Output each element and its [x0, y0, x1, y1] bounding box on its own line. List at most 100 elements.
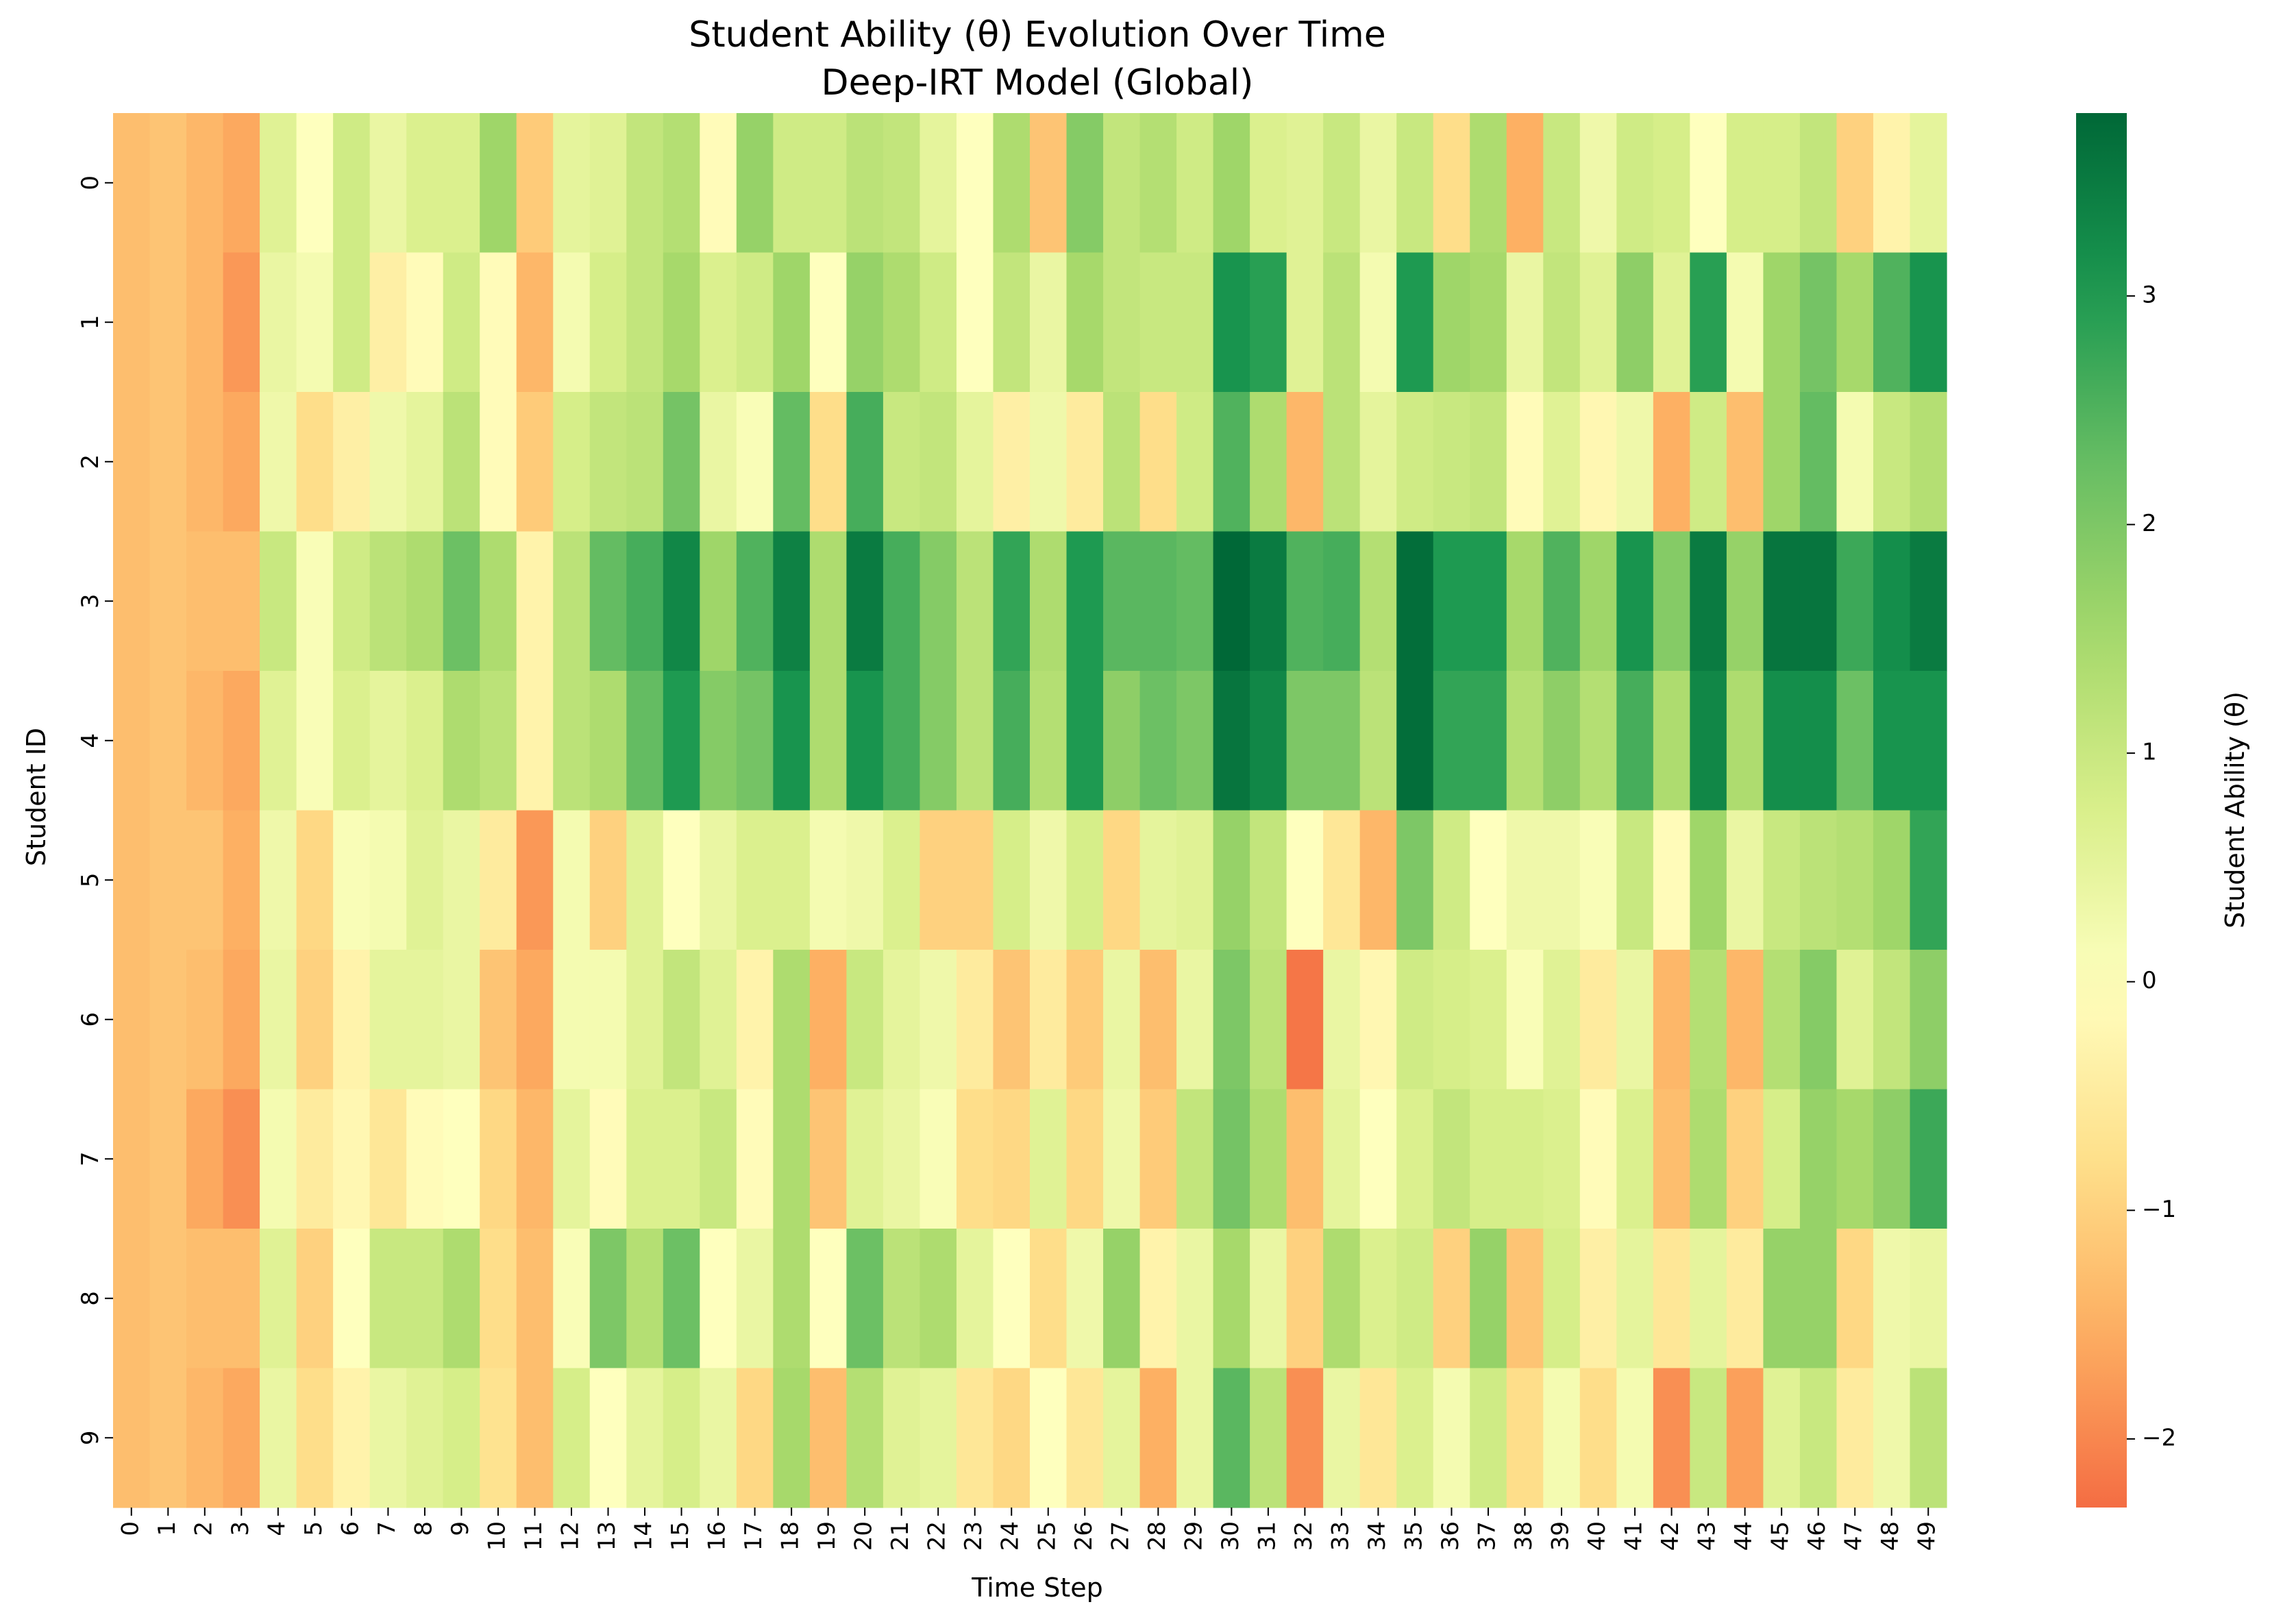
heatmap-cell — [1910, 671, 1947, 811]
colorbar-tick-label: −2 — [2142, 1424, 2176, 1451]
heatmap-cell — [149, 113, 187, 254]
heatmap-cell — [296, 810, 334, 950]
heatmap-cell — [1030, 671, 1068, 811]
heatmap-cell — [1690, 671, 1727, 811]
x-tick-label: 37 — [1474, 1521, 1501, 1551]
heatmap-cell — [1286, 1229, 1324, 1369]
y-tick-label: 3 — [77, 593, 104, 608]
heatmap-cell — [113, 252, 151, 393]
heatmap-cell — [1139, 531, 1177, 672]
heatmap-cell — [809, 392, 847, 532]
heatmap-cell — [589, 671, 627, 811]
heatmap-cell — [443, 950, 480, 1090]
heatmap-cell — [773, 252, 811, 393]
heatmap-cell — [956, 950, 994, 1090]
heatmap-cell — [1139, 1089, 1177, 1229]
heatmap-cell — [773, 113, 811, 254]
x-tick-label: 39 — [1547, 1521, 1575, 1551]
y-tick-label: 0 — [77, 175, 104, 190]
heatmap-cell — [296, 392, 334, 532]
heatmap-cell — [846, 1089, 884, 1229]
x-tick-label: 38 — [1510, 1521, 1538, 1551]
heatmap-cell — [406, 531, 444, 672]
x-tick-label: 30 — [1217, 1521, 1244, 1551]
heatmap-cell — [186, 671, 224, 811]
heatmap-cell — [663, 531, 700, 672]
heatmap-cell — [1103, 392, 1141, 532]
heatmap-cell — [113, 810, 151, 950]
heatmap-cell — [1763, 810, 1801, 950]
heatmap-cell — [553, 252, 591, 393]
heatmap-cell — [443, 1089, 480, 1229]
heatmap-cell — [1506, 1229, 1544, 1369]
heatmap-cell — [1250, 1368, 1287, 1508]
heatmap-cell — [1250, 1089, 1287, 1229]
heatmap-cell — [736, 392, 774, 532]
heatmap-cell — [809, 1229, 847, 1369]
heatmap-cell — [553, 810, 591, 950]
heatmap-cell — [1506, 113, 1544, 254]
heatmap-cell — [1836, 810, 1874, 950]
heatmap-cell — [1616, 113, 1654, 254]
heatmap-cell — [883, 1229, 921, 1369]
heatmap-cell — [1030, 531, 1068, 672]
heatmap-cell — [1836, 1089, 1874, 1229]
x-tick-label: 44 — [1730, 1521, 1757, 1551]
heatmap-cell — [1763, 1089, 1801, 1229]
heatmap-cell — [956, 392, 994, 532]
colorbar-tick-label: 1 — [2142, 739, 2157, 766]
heatmap-cell — [1873, 1368, 1911, 1508]
heatmap-cell — [443, 1368, 480, 1508]
heatmap-cell — [626, 113, 664, 254]
heatmap-cell — [113, 1229, 151, 1369]
heatmap-cell — [516, 252, 554, 393]
heatmap-cell — [1250, 950, 1287, 1090]
heatmap-cell — [993, 671, 1031, 811]
heatmap-cell — [1139, 252, 1177, 393]
heatmap-cell — [1579, 1229, 1617, 1369]
heatmap-cell — [186, 950, 224, 1090]
heatmap-cell — [1250, 810, 1287, 950]
heatmap-cell — [260, 671, 297, 811]
heatmap-cell — [369, 252, 407, 393]
heatmap-cell — [700, 113, 737, 254]
heatmap-cell — [260, 252, 297, 393]
heatmap-cell — [626, 392, 664, 532]
heatmap-cell — [1726, 1229, 1764, 1369]
heatmap-cell — [1103, 252, 1141, 393]
heatmap-cell — [809, 252, 847, 393]
heatmap-cell — [1030, 810, 1068, 950]
heatmap-cell — [1286, 671, 1324, 811]
heatmap-cell — [956, 252, 994, 393]
heatmap-cell — [516, 1368, 554, 1508]
heatmap-cell — [1873, 252, 1911, 393]
heatmap-cell — [1213, 113, 1250, 254]
x-axis-label: Time Step — [971, 1573, 1103, 1603]
heatmap-cell — [846, 950, 884, 1090]
heatmap-cell — [333, 950, 371, 1090]
y-tick-label: 2 — [77, 454, 104, 469]
heatmap-cell — [260, 1368, 297, 1508]
heatmap-cell — [1139, 671, 1177, 811]
heatmap-cell — [1616, 810, 1654, 950]
heatmap-cell — [1470, 671, 1507, 811]
heatmap-cell — [1799, 531, 1838, 672]
x-tick-label: 13 — [593, 1521, 621, 1551]
heatmap-cell — [1579, 671, 1617, 811]
heatmap-cell — [1176, 810, 1214, 950]
heatmap-cell — [186, 1229, 224, 1369]
heatmap-cell — [956, 1368, 994, 1508]
heatmap-cell — [1359, 810, 1397, 950]
heatmap-cell — [296, 1229, 334, 1369]
heatmap-cell — [920, 1089, 957, 1229]
heatmap-cell — [1653, 810, 1690, 950]
x-tick-label: 35 — [1400, 1521, 1427, 1551]
heatmap-cell — [1763, 1368, 1801, 1508]
heatmap-cell — [1250, 392, 1287, 532]
heatmap-cell — [1799, 252, 1838, 393]
heatmap-cell — [1579, 810, 1617, 950]
heatmap-cell — [1250, 671, 1287, 811]
heatmap-cell — [626, 531, 664, 672]
heatmap-cell — [920, 392, 957, 532]
